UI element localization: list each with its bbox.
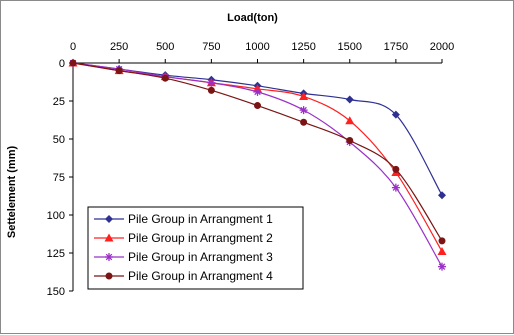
x-tick-label: 500 [156,41,174,53]
data-point [105,253,113,261]
y-tick-label: 100 [47,210,65,222]
y-axis-title: Settelement (mm) [6,146,18,239]
data-point [391,110,400,119]
x-tick-label: 250 [110,41,128,53]
legend-label: Pile Group in Arrangment 2 [128,231,273,245]
series-1 [69,59,446,200]
data-point [438,237,446,245]
y-tick-label: 150 [47,286,65,298]
data-point [115,67,123,75]
x-tick-label: 2000 [430,41,454,53]
data-point [207,86,215,94]
legend-label: Pile Group in Arrangment 1 [128,212,273,226]
data-point [253,87,262,96]
legend-label: Pile Group in Arrangment 4 [128,269,273,283]
data-point [299,91,309,100]
y-tick-label: 125 [47,248,65,260]
legend-entry: Pile Group in Arrangment 4 [94,269,273,283]
data-point [300,118,308,126]
data-point [254,102,261,110]
series-4 [69,59,446,245]
legend-entry: Pile Group in Arrangment 3 [94,250,273,264]
data-point [346,137,354,145]
y-tick-label: 0 [59,58,65,70]
data-point [105,272,113,280]
x-axis-title: Load(ton) [227,12,278,24]
x-tick-label: 1250 [291,41,315,53]
legend-entry: Pile Group in Arrangment 2 [94,231,273,245]
data-point [438,191,446,200]
data-point [437,246,447,255]
data-point [207,78,216,87]
x-tick-label: 0 [70,41,76,53]
data-point [391,183,400,192]
x-tick-label: 1500 [338,41,362,53]
data-point [438,262,446,271]
x-tick-label: 1000 [245,41,269,53]
data-point [105,215,113,223]
x-tick-label: 1750 [384,41,408,53]
y-tick-label: 50 [53,134,65,146]
legend-label: Pile Group in Arrangment 3 [128,250,273,264]
legend-box [87,206,304,290]
series-line [72,62,443,267]
data-point [69,59,77,67]
y-tick-label: 75 [53,172,65,184]
data-point [345,116,355,125]
data-point [161,74,169,82]
y-tick-label: 25 [53,96,65,108]
x-tick-label: 750 [202,41,220,53]
data-point [299,106,308,115]
data-point [345,95,354,104]
data-point [392,165,400,173]
data-point [104,233,114,242]
legend-entry: Pile Group in Arrangment 1 [94,212,273,226]
